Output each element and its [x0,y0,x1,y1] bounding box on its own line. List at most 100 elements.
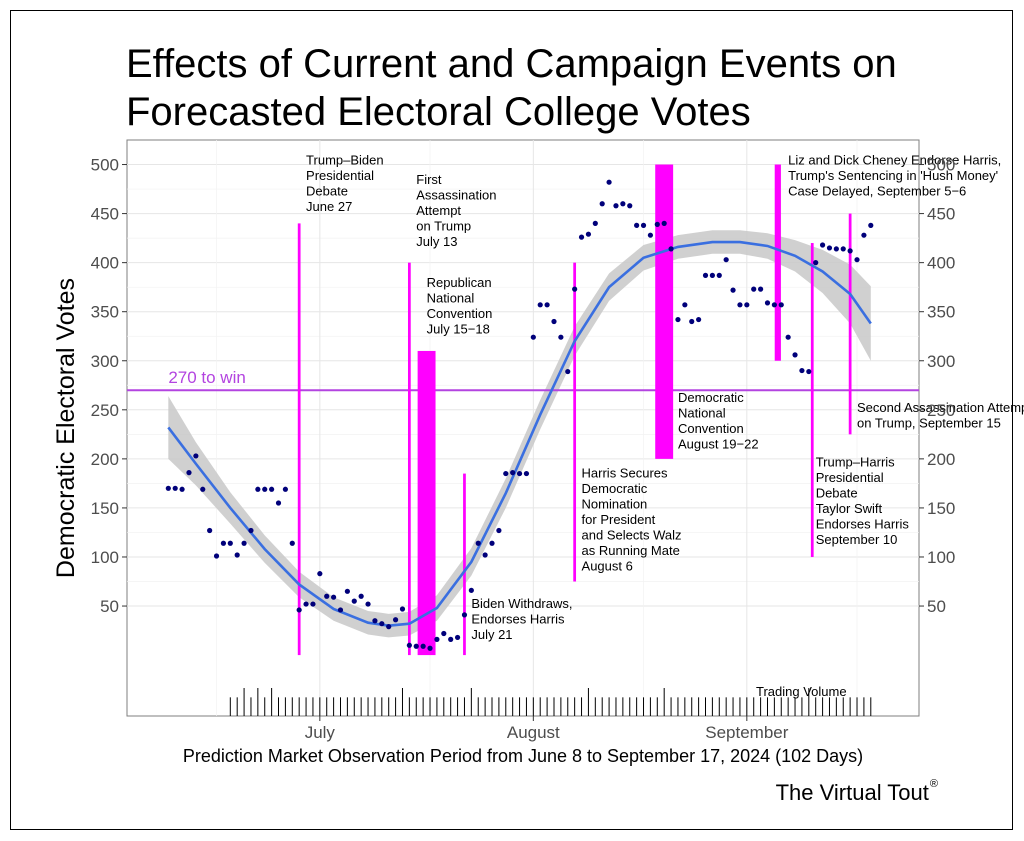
data-point [248,527,254,534]
event-label-line: Endorses Harris [816,517,910,532]
y-tick-label-right: 150 [927,499,955,518]
event-marker-2 [407,262,411,656]
data-point [868,222,874,228]
event-label-line: Attempt [416,203,461,218]
event-label-7: Liz and Dick Cheney Endorse Harris, Trump… [788,153,1001,199]
y-tick-label-right: 500 [927,156,955,175]
data-point [537,302,543,308]
y-tick-label: 300 [91,352,119,371]
event-label-line: National [678,405,726,420]
event-label-line: as Running Mate [582,543,680,558]
event-label-line: Trump–Biden [306,153,384,168]
event-label-line: Case Delayed, September 5−6 [788,184,966,199]
data-point [833,246,839,252]
data-point [427,645,433,651]
event-labels: Trump–Biden Presidential Debate June 27Firs… [306,153,1024,642]
data-point [578,234,585,240]
data-point [516,470,523,477]
data-point [282,486,288,492]
event-label-line: Presidential [306,168,374,183]
confidence-band [168,230,871,638]
event-label-line: Taylor Swift [816,501,883,516]
data-point [675,316,681,323]
data-point [861,232,867,238]
data-point [296,607,302,613]
data-point [592,220,598,226]
data-point [647,232,654,238]
event-marker-9 [848,213,852,435]
event-marker-6 [655,164,674,459]
data-point [448,636,454,642]
event-label-line: First [416,172,442,187]
data-point [269,486,275,492]
data-point [406,642,412,648]
data-point [324,593,330,599]
smooth-curve [167,240,872,627]
data-point [482,552,488,558]
data-point [778,302,784,308]
event-label-line: Convention [678,421,744,436]
data-point [358,593,364,599]
data-point [454,634,461,641]
event-label-line: Debate [816,486,858,501]
event-label-line: Convention [427,306,493,321]
event-marker-8 [810,243,814,557]
data-point [785,334,791,340]
y-tick-label-right: 300 [927,352,955,371]
x-tick-label: August [507,723,560,742]
data-point [337,607,344,613]
y-axis-left: 50 100 150 200 250 300 350 400 450 500 [91,156,127,616]
data-point [668,246,674,252]
data-point [200,486,206,492]
data-point [420,643,426,649]
data-point [826,245,833,251]
data-point [392,617,399,623]
data-point [344,588,350,594]
data-point [613,203,619,209]
data-point [331,594,337,600]
x-axis: July August September [305,716,789,742]
data-point [275,500,282,506]
data-point [558,334,564,340]
grid [127,140,919,716]
data-point [551,318,557,325]
registered-mark: ® [929,778,938,790]
data-point [847,248,853,254]
y-tick-label: 350 [91,303,119,322]
event-label-line: Second Assassination Attempt [857,400,1024,415]
data-point [771,302,777,308]
event-label-line: Nomination [582,497,648,512]
event-label-line: for President [582,512,656,527]
data-point [730,287,736,293]
y-axis-label: Democratic Electoral Votes [52,278,80,578]
event-label-2: First Assassination Attempt on Trump July 13 [416,172,496,249]
event-marker-5 [573,262,577,582]
y-tick-label: 400 [91,254,119,273]
event-label-line: Democratic [678,390,744,405]
data-point [764,300,771,306]
data-point [689,318,695,325]
data-point [213,553,220,559]
y-tick-label: 500 [91,156,119,175]
y-tick-label-right: 50 [927,597,946,616]
data-point [813,260,819,266]
figure-frame [10,10,1013,830]
data-point [792,352,798,358]
data-point [806,368,812,375]
data-point [489,540,495,546]
event-label-8: Trump–Harris Presidential Debate Taylor Swi… [816,455,910,548]
data-point [523,470,530,477]
data-point [819,242,826,248]
y-axis-right: 50 100 150 200 250 300 350 400 450 500 [919,156,955,616]
x-axis-label: Prediction Market Observation Period fro… [183,746,863,766]
data-point [854,257,860,263]
data-point [702,272,709,278]
x-tick-label: September [705,723,788,742]
y-tick-label-right: 100 [927,548,955,567]
data-point [289,540,295,546]
event-label-line: Republican [427,275,492,290]
brand-logo: The Virtual Tout® [776,778,938,806]
data-point [193,453,199,459]
data-point [399,606,406,612]
y-tick-label: 50 [100,597,119,616]
